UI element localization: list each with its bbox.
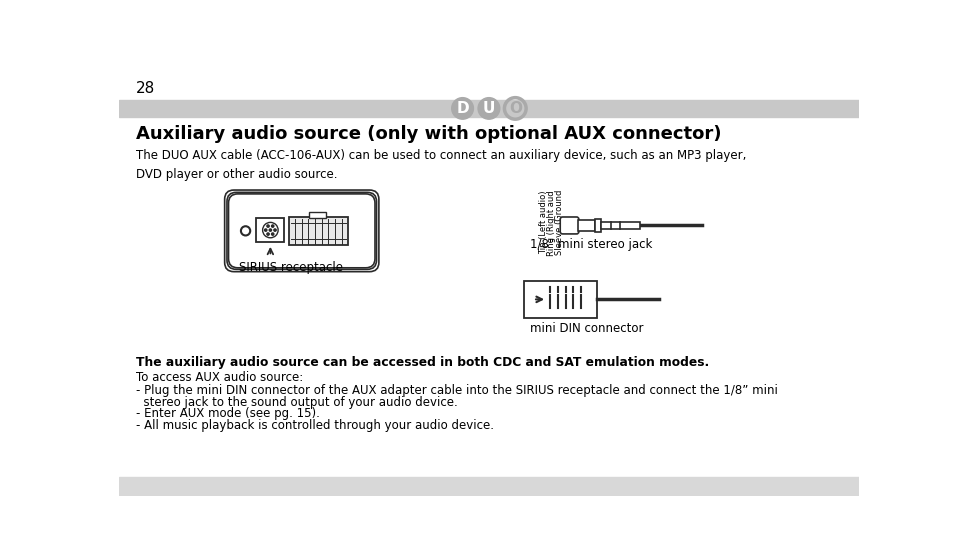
Text: U: U <box>482 101 495 116</box>
Text: Sleeve (Ground: Sleeve (Ground <box>555 190 563 256</box>
Circle shape <box>269 229 272 231</box>
Bar <box>523 281 597 318</box>
Text: - All music playback is controlled through your audio device.: - All music playback is controlled throu… <box>136 419 494 432</box>
Text: Ring (Right aud: Ring (Right aud <box>547 190 556 256</box>
Text: - Enter AUX mode (see pg. 15).: - Enter AUX mode (see pg. 15). <box>136 407 320 420</box>
Circle shape <box>272 225 274 227</box>
Bar <box>119 477 858 496</box>
Text: mini DIN connector: mini DIN connector <box>530 323 643 335</box>
Bar <box>309 212 326 218</box>
Circle shape <box>452 97 473 119</box>
Text: The DUO AUX cable (ACC-106-AUX) can be used to connect an auxiliary device, such: The DUO AUX cable (ACC-106-AUX) can be u… <box>136 149 746 181</box>
Text: - Plug the mini DIN connector of the AUX adapter cable into the SIRIUS receptacl: - Plug the mini DIN connector of the AUX… <box>136 384 778 397</box>
Bar <box>256 218 284 242</box>
Text: D: D <box>456 101 468 116</box>
Text: Tip (Left audio): Tip (Left audio) <box>538 190 548 253</box>
Text: Auxiliary audio source (only with optional AUX connector): Auxiliary audio source (only with option… <box>136 125 721 143</box>
FancyBboxPatch shape <box>559 217 578 234</box>
Bar <box>595 218 600 232</box>
Circle shape <box>267 225 269 227</box>
FancyBboxPatch shape <box>224 190 378 272</box>
Circle shape <box>477 97 499 119</box>
Circle shape <box>272 233 274 235</box>
Text: stereo jack to the sound output of your audio device.: stereo jack to the sound output of your … <box>136 395 457 409</box>
Bar <box>600 222 639 229</box>
Bar <box>578 220 595 231</box>
Circle shape <box>264 229 267 231</box>
FancyBboxPatch shape <box>227 192 376 270</box>
Text: The auxiliary audio source can be accessed in both CDC and SAT emulation modes.: The auxiliary audio source can be access… <box>136 355 709 369</box>
Bar <box>289 217 348 246</box>
Circle shape <box>274 229 276 231</box>
FancyBboxPatch shape <box>229 194 375 268</box>
Text: 1/8" mini stereo jack: 1/8" mini stereo jack <box>530 238 652 251</box>
Text: SIRIUS receptacle: SIRIUS receptacle <box>239 261 343 274</box>
Bar <box>119 100 858 117</box>
Text: O: O <box>508 101 521 116</box>
Circle shape <box>267 233 269 235</box>
Text: To access AUX audio source:: To access AUX audio source: <box>136 371 303 384</box>
Text: 28: 28 <box>136 81 155 96</box>
